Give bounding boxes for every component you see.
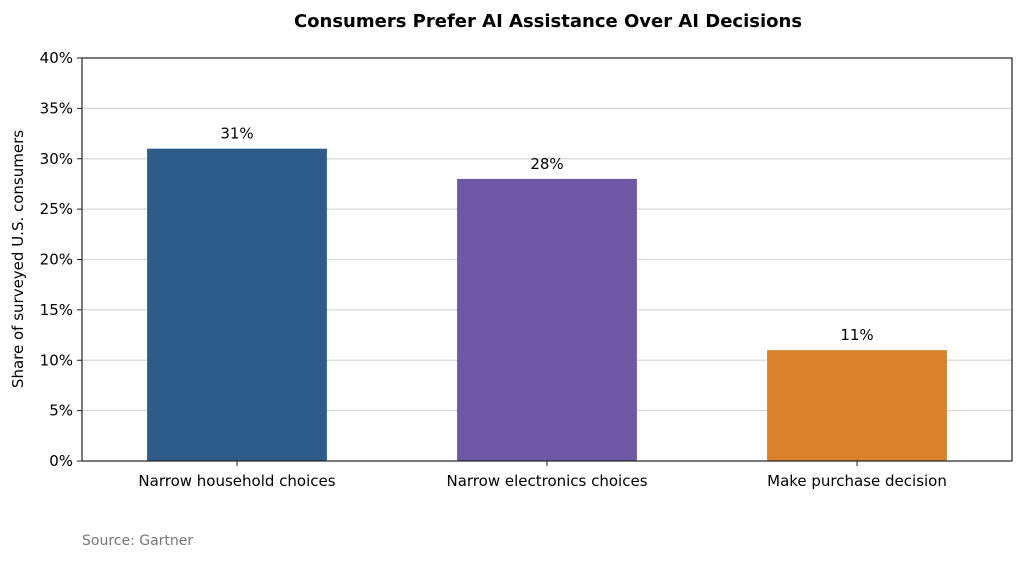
bar-data-label: 11% xyxy=(840,326,873,344)
bars xyxy=(147,148,947,462)
y-tick-label: 35% xyxy=(40,99,73,117)
x-axis-ticks: Narrow household choices Narrow electroni… xyxy=(138,461,947,490)
bar-data-label: 28% xyxy=(530,155,563,173)
chart-title: Consumers Prefer AI Assistance Over AI D… xyxy=(294,11,802,32)
y-axis-label: Share of surveyed U.S. consumers xyxy=(9,130,27,388)
y-tick-label: 30% xyxy=(40,150,73,168)
bar xyxy=(457,178,637,461)
y-tick-label: 0% xyxy=(49,452,73,470)
bar xyxy=(767,350,947,461)
source-note: Source: Gartner xyxy=(82,533,193,549)
bar xyxy=(147,148,327,462)
y-axis-ticks: 0% 5% 10% 15% 20% 25% 30% 35% 40% xyxy=(40,49,82,470)
bar-data-label: 31% xyxy=(220,125,253,143)
x-tick-label: Narrow electronics choices xyxy=(446,472,647,490)
x-tick-label: Make purchase decision xyxy=(767,472,947,490)
x-tick-label: Narrow household choices xyxy=(138,472,335,490)
y-tick-label: 40% xyxy=(40,49,73,67)
y-tick-label: 10% xyxy=(40,351,73,369)
y-tick-label: 5% xyxy=(49,402,73,420)
y-tick-label: 20% xyxy=(40,251,73,269)
y-tick-label: 25% xyxy=(40,200,73,218)
bar-data-labels: 31% 28% 11% xyxy=(220,125,873,344)
y-tick-label: 15% xyxy=(40,301,73,319)
